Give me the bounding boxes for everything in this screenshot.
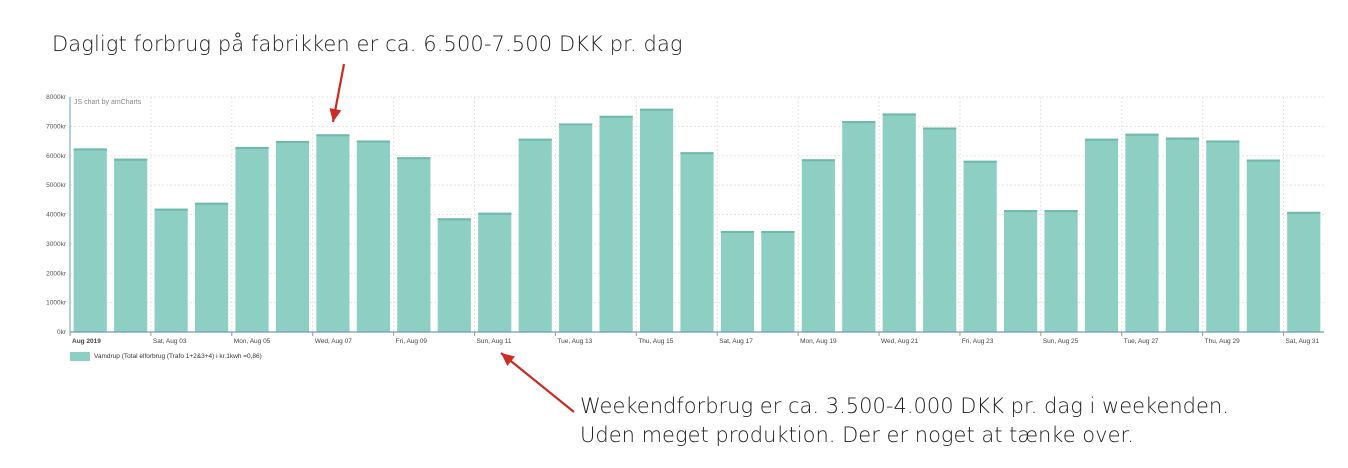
bar-cap <box>235 146 269 149</box>
y-tick-label: 2000kr <box>46 270 67 277</box>
bar <box>1287 211 1321 332</box>
bar <box>801 159 835 332</box>
x-tick-label: Mon, Aug 05 <box>234 338 271 345</box>
bar-cap <box>1125 133 1159 136</box>
legend[interactable]: Vamdrup (Total elforbrug (Trafo 1+2&3+4)… <box>70 352 262 361</box>
bar <box>680 152 714 332</box>
bar-cap <box>397 157 431 160</box>
bar <box>235 146 269 332</box>
bar <box>194 202 229 332</box>
legend-label: Vamdrup (Total elforbrug (Trafo 1+2&3+4)… <box>94 353 262 360</box>
bar-cap <box>842 121 876 124</box>
bar <box>1206 140 1240 332</box>
bar-cap <box>1206 140 1240 143</box>
bar <box>1125 133 1159 332</box>
bar-cap <box>1246 159 1280 162</box>
bar-cap <box>720 230 755 233</box>
bar-cap <box>114 158 148 161</box>
x-tick-label: Mon, Aug 19 <box>800 338 837 345</box>
bar-cap <box>518 138 552 141</box>
x-tick-label: Tue, Aug 13 <box>557 338 592 345</box>
bar-cap <box>559 123 593 126</box>
bar <box>923 127 957 332</box>
x-tick-label: Wed, Aug 07 <box>315 338 352 345</box>
bar <box>478 212 512 332</box>
bar <box>639 108 674 332</box>
x-tick-label: Wed, Aug 21 <box>881 338 918 345</box>
arrow-weekend-shaft <box>500 352 575 413</box>
chart-credit[interactable]: JS chart by amCharts <box>74 99 142 106</box>
x-tick-label: Sun, Aug 25 <box>1043 338 1079 345</box>
x-tick-label: Fri, Aug 09 <box>396 338 428 345</box>
y-tick-label: 4000kr <box>46 212 67 219</box>
x-tick-label: Sun, Aug 11 <box>477 338 512 345</box>
bar-cap <box>73 148 107 151</box>
y-tick-label: 1000kr <box>46 300 67 307</box>
annotation-weekend-line-1: Weekendforbrug er ca. 3.500-4.000 DKK pr… <box>580 394 1229 418</box>
bar <box>1084 138 1119 332</box>
y-tick-label: 8000kr <box>46 94 67 101</box>
bar <box>599 115 633 332</box>
bar <box>154 208 188 332</box>
bar-cap <box>356 140 390 143</box>
bar-cap <box>437 218 471 221</box>
x-tick-label: Sat, Aug 03 <box>153 338 187 345</box>
bar-cap <box>275 141 310 144</box>
bar-cap <box>154 208 188 211</box>
bar-cap <box>923 127 957 130</box>
x-tick-label: Sat, Aug 17 <box>719 338 753 345</box>
bar-cap <box>882 113 916 116</box>
bar <box>316 134 350 332</box>
bar-cap <box>1044 210 1078 213</box>
bar <box>559 123 593 332</box>
bar <box>963 160 997 332</box>
bar-cap <box>1004 210 1038 213</box>
bar <box>73 148 107 332</box>
arrow-weekday-head <box>329 108 342 122</box>
bar <box>397 157 431 332</box>
bar <box>518 138 552 332</box>
arrow-weekend-head <box>501 353 515 366</box>
y-tick-label: 7000kr <box>46 123 67 130</box>
bar <box>1004 210 1038 332</box>
bar <box>114 158 148 332</box>
bar-cap <box>1165 137 1200 140</box>
y-tick-label: 3000kr <box>46 241 67 248</box>
x-tick-label: Fri, Aug 23 <box>962 338 994 345</box>
annotation-weekend: Weekendforbrug er ca. 3.500-4.000 DKK pr… <box>580 392 1229 450</box>
bar-cap <box>1084 138 1119 141</box>
bar-cap <box>680 152 714 155</box>
bar-cap <box>194 202 229 205</box>
x-tick-label: Aug 2019 <box>72 338 101 345</box>
bar <box>1165 137 1200 332</box>
bar <box>842 121 876 333</box>
bar <box>761 230 795 332</box>
legend-swatch <box>70 352 90 361</box>
x-tick-label: Tue, Aug 27 <box>1124 338 1159 345</box>
x-tick-label: Sat, Aug 31 <box>1286 338 1320 345</box>
bar <box>1044 210 1078 332</box>
y-tick-label: 0kr <box>57 329 67 336</box>
bar-cap <box>478 212 512 215</box>
bar <box>275 141 310 332</box>
bar-cap <box>1287 211 1321 214</box>
annotation-weekend-line-2: Uden meget produktion. Der er noget at t… <box>580 423 1134 447</box>
bar-cap <box>963 160 997 163</box>
x-tick-label: Thu, Aug 15 <box>638 338 673 345</box>
bar <box>720 230 755 332</box>
y-tick-label: 6000kr <box>46 153 67 160</box>
bar-cap <box>599 115 633 118</box>
annotation-weekday: Dagligt forbrug på fabrikken er ca. 6.50… <box>52 32 683 56</box>
x-tick-label: Thu, Aug 29 <box>1205 338 1240 345</box>
y-tick-label: 5000kr <box>46 182 67 189</box>
bar <box>1246 159 1280 332</box>
bar-cap <box>639 108 674 111</box>
bar <box>356 140 390 332</box>
bar-cap <box>316 134 350 137</box>
bar <box>882 113 916 332</box>
bar <box>437 218 471 332</box>
bar-cap <box>761 230 795 233</box>
bar-cap <box>801 159 835 162</box>
